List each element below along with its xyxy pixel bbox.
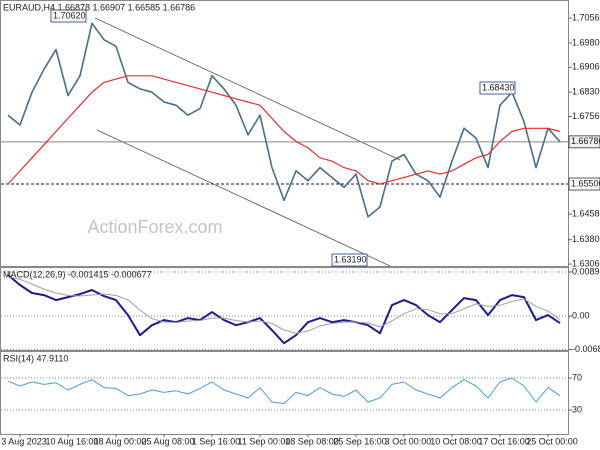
- x-tick-label: 25 Aug 08:00: [141, 436, 194, 446]
- x-tick-label: 10 Oct 08:00: [430, 436, 482, 446]
- annotation: 1.68430: [482, 82, 515, 92]
- y-tick-label: 1.68300: [572, 87, 600, 97]
- panel-title: RSI(14) 47.9110: [3, 353, 68, 363]
- annotation: 1.63190: [334, 254, 367, 264]
- annotation-box: [50, 9, 87, 23]
- y-tick-label: 1.70560: [572, 12, 600, 22]
- panel-frame: [0, 267, 569, 351]
- x-tick-label: 25 Sep 16:00: [333, 436, 387, 446]
- series-line: [7, 75, 561, 185]
- panel-frame: [0, 351, 569, 435]
- x-tick-label: 25 Oct 00:00: [526, 436, 578, 446]
- series-line: [7, 22, 561, 218]
- level-label: 1.66786: [571, 136, 600, 146]
- x-tick-label: 17 Oct 16:00: [478, 436, 530, 446]
- annotation-box: [479, 81, 516, 95]
- y-tick-label: 1.67560: [572, 111, 600, 121]
- level-label-box: [568, 135, 600, 149]
- x-tick-label: 18 Aug 00:00: [93, 436, 146, 446]
- y-tick-label: 0.008986: [572, 266, 600, 276]
- channel-upper: [94, 17, 401, 161]
- y-tick-label: -0.006816: [572, 344, 600, 354]
- y-tick-label: 1.69800: [572, 37, 600, 47]
- annotation-box: [331, 253, 368, 267]
- y-tick-label: 0.00: [572, 310, 590, 320]
- x-tick-label: 11 Sep 00:00: [238, 436, 291, 446]
- series-line: [7, 276, 561, 334]
- level-label: 1.65500: [571, 178, 600, 188]
- y-tick-label: 1.64580: [572, 209, 600, 219]
- y-tick-label: 30: [572, 404, 582, 414]
- watermark: ActionForex.com: [87, 217, 222, 237]
- y-tick-label: 1.63060: [572, 258, 600, 268]
- x-tick-label: 1 Sep 16:00: [192, 436, 241, 446]
- x-tick-label: 10 Aug 16:00: [45, 436, 98, 446]
- panel-frame: [0, 0, 569, 267]
- y-tick-label: 70: [572, 372, 582, 382]
- annotation: 1.70620: [53, 10, 86, 20]
- channel-lower: [96, 129, 391, 267]
- x-tick-label: 3 Aug 2023: [1, 436, 47, 446]
- level-label-box: [568, 177, 600, 191]
- y-tick-label: 1.69060: [572, 62, 600, 72]
- series-line: [7, 377, 561, 405]
- panel-title: MACD(12,26,9) -0.001415 -0.000677: [3, 269, 152, 279]
- panel-title: EURAUD,H4 1.66878 1.66907 1.66585 1.6678…: [3, 2, 195, 12]
- y-tick-label: 1.63800: [572, 234, 600, 244]
- x-tick-label: 3 Oct 00:00: [385, 436, 432, 446]
- x-tick-label: 18 Sep 08:00: [285, 436, 339, 446]
